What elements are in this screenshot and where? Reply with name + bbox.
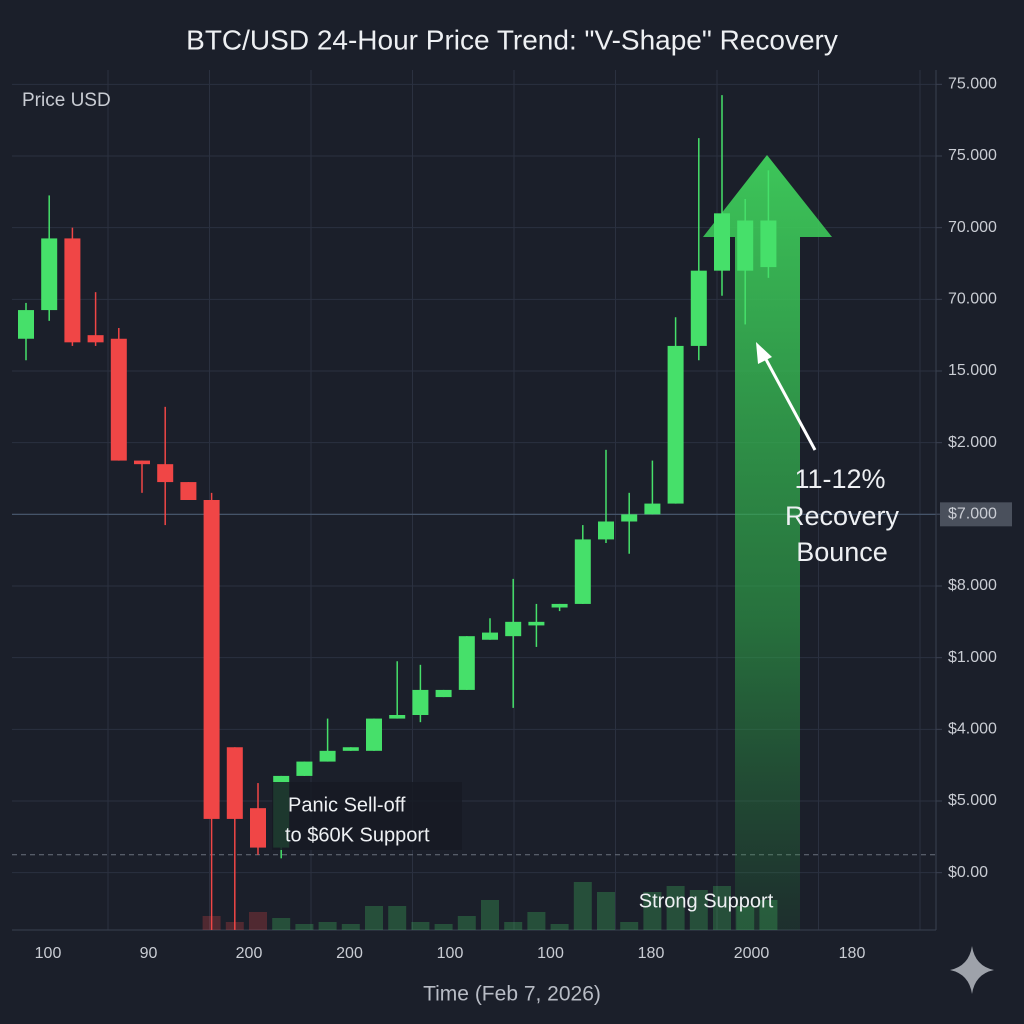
y-tick-label: 75.000 [948, 76, 997, 93]
candle-body [110, 338, 127, 461]
volume-bar [295, 924, 314, 930]
price-label-box [940, 502, 1012, 527]
candle-body [64, 238, 81, 343]
candle-body [690, 270, 707, 346]
candle-body [389, 715, 406, 719]
volume-bar [411, 922, 430, 930]
candle-body [760, 220, 777, 268]
candle-body [134, 460, 150, 465]
volume-bar [643, 892, 662, 930]
candle-body [296, 761, 313, 776]
volume-bar [481, 900, 499, 930]
candle-body [342, 747, 359, 751]
y-tick-label: 75.000 [948, 147, 997, 164]
volume-bar [249, 912, 267, 930]
volume-bars [202, 882, 778, 930]
candle-body [458, 636, 475, 690]
annotation-arrow-head [756, 342, 772, 364]
candle-body [366, 718, 382, 751]
candle-body [435, 689, 452, 698]
annotation-box [272, 782, 462, 850]
x-tick-label: 90 [140, 945, 158, 962]
annotation: Strong Support [639, 890, 774, 912]
candle-body [505, 621, 522, 637]
y-tick-label: $8.000 [948, 577, 997, 594]
x-tick-label: 100 [437, 945, 464, 962]
annotation: Panic Sell-off [288, 794, 406, 816]
volume-bar [736, 906, 755, 930]
volume-bar [388, 906, 407, 930]
y-axis-label: Price USD [22, 90, 111, 111]
candle-body [644, 503, 661, 515]
volume-bar [434, 924, 453, 930]
annotation: Bounce [796, 537, 888, 567]
volume-bar [689, 890, 708, 930]
annotation: to $60K Support [285, 824, 430, 846]
candle-body [528, 621, 545, 626]
candle-body [714, 213, 730, 271]
y-tick-label: $5.000 [948, 792, 997, 809]
x-tick-label: 100 [35, 945, 62, 962]
y-tick-label: 15.000 [948, 362, 997, 379]
candle-body [737, 220, 754, 271]
candle-body [87, 335, 104, 343]
x-tick-label: 180 [638, 945, 665, 962]
candle-body [203, 500, 220, 819]
volume-bar [272, 918, 291, 930]
candle-body [412, 689, 429, 715]
volume-bar [365, 906, 383, 930]
candle-body [598, 521, 614, 540]
x-tick-label: 100 [537, 945, 564, 962]
volume-bar [573, 882, 592, 930]
volume-bar [504, 922, 523, 930]
volume-bar [713, 886, 731, 930]
volume-bar [318, 922, 337, 930]
y-tick-label: $7.000 [948, 506, 997, 523]
candle-body [574, 539, 591, 604]
chart-title: BTC/USD 24-Hour Price Trend: "V-Shape" R… [186, 24, 838, 55]
candle-body [319, 750, 336, 762]
candle-body [157, 464, 174, 483]
candle-body [226, 747, 243, 819]
annotation-arrow [760, 351, 817, 451]
y-tick-label: $4.000 [948, 721, 997, 738]
volume-bar [620, 922, 639, 930]
y-tick-label: 70.000 [948, 291, 997, 308]
candle-body [250, 808, 266, 848]
x-tick-label: 200 [336, 945, 363, 962]
x-axis-label: Time (Feb 7, 2026) [423, 983, 601, 1006]
y-tick-label: 70.000 [948, 219, 997, 236]
y-tick-label: $2.000 [948, 434, 997, 451]
x-tick-label: 180 [839, 945, 866, 962]
candle-body [180, 482, 197, 500]
x-tick-label: 200 [236, 945, 263, 962]
volume-bar [666, 886, 685, 930]
y-tick-label: $1.000 [948, 649, 997, 666]
candle-body [621, 514, 638, 522]
logo [950, 946, 994, 994]
candle-body [551, 603, 568, 608]
candle-body [482, 632, 498, 640]
volume-bar [341, 924, 360, 930]
volume-bar [759, 900, 778, 930]
candle-body [18, 310, 34, 339]
annotation: Recovery [785, 501, 900, 531]
recovery-arrow [703, 155, 832, 930]
candle-body [41, 238, 58, 311]
volume-bar [597, 892, 615, 930]
x-tick-label: 2000 [734, 945, 770, 962]
candle-body [667, 345, 684, 504]
volume-bar [457, 916, 476, 930]
annotation: 11-12% [794, 464, 885, 494]
volume-bar [527, 912, 546, 930]
y-tick-label: $0.00 [948, 864, 988, 881]
volume-bar [550, 924, 569, 930]
